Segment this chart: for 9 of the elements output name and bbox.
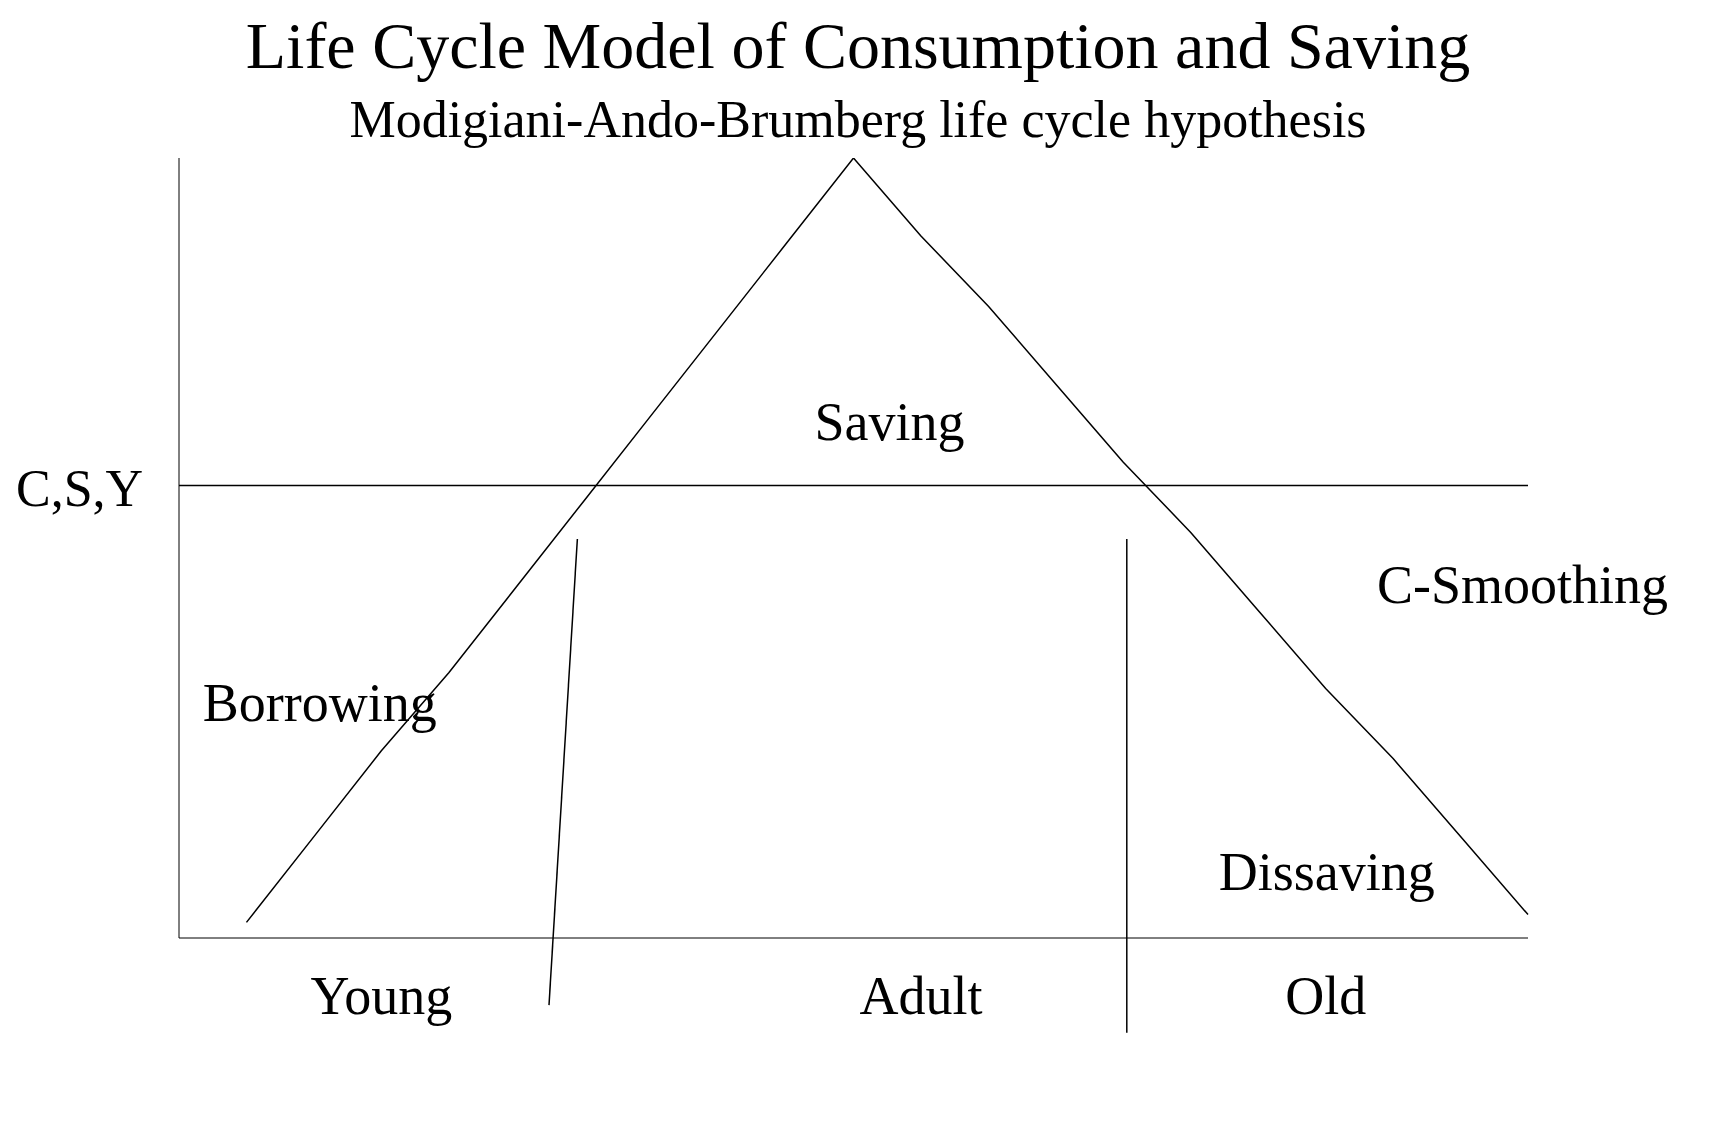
annotation: Saving: [814, 391, 965, 454]
chart-subtitle: Modigiani-Ando-Brumberg life cycle hypothesis: [348, 90, 1368, 149]
x-tick-label: Old: [1285, 966, 1367, 1027]
x-tick-label: Adult: [859, 966, 983, 1027]
x-tick-label: Young: [310, 966, 453, 1027]
annotation: C-Smoothing: [1377, 554, 1669, 617]
annotation: Dissaving: [1218, 840, 1435, 903]
y-axis-title: C,S,Y: [16, 459, 144, 519]
chart-title: Life Cycle Model of Consumption and Saving: [244, 8, 1472, 84]
